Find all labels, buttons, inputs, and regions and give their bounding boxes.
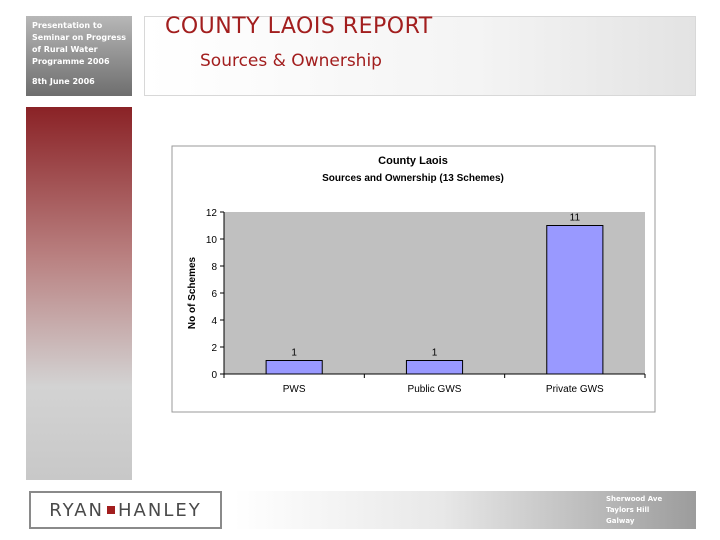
data-label: 1: [432, 348, 438, 359]
address-line: Galway: [606, 517, 635, 525]
chart-title: County Laois: [378, 155, 448, 167]
report-subtitle: Sources & Ownership: [200, 51, 382, 71]
company-address: Sherwood House Sherwood Ave Taylors Hill…: [606, 483, 672, 527]
title-banner: [144, 16, 696, 96]
presentation-line: Presentation to: [32, 21, 103, 30]
x-tick-label: PWS: [283, 384, 306, 395]
presentation-line: of Rural Water: [32, 45, 98, 54]
y-tick-label: 10: [206, 235, 218, 246]
y-axis-label: No of Schemes: [187, 256, 198, 329]
y-tick-label: 12: [206, 208, 218, 219]
address-line: Sherwood House: [606, 484, 673, 492]
address-line: Taylors Hill: [606, 506, 650, 514]
y-tick-label: 0: [211, 370, 217, 381]
bar: [405, 360, 464, 375]
logo-text-left: RYAN: [49, 499, 104, 521]
y-tick-label: 6: [211, 289, 217, 300]
y-tick-label: 8: [211, 262, 217, 273]
bar: [546, 225, 604, 375]
chart-subtitle: Sources and Ownership (13 Schemes): [322, 173, 504, 184]
company-logo: RYAN HANLEY: [29, 491, 222, 529]
decorative-side-bar: [26, 107, 132, 480]
presentation-line: Seminar on Progress: [32, 33, 126, 42]
x-tick-label: Private GWS: [546, 384, 604, 395]
report-title: COUNTY LAOIS REPORT: [165, 14, 433, 39]
bar: [265, 360, 323, 375]
y-tick-label: 2: [211, 343, 217, 354]
data-label: 1: [291, 348, 297, 359]
presentation-info: Presentation to Seminar on Progress of R…: [26, 16, 132, 96]
x-tick-label: Public GWS: [408, 384, 462, 395]
logo-text-right: HANLEY: [118, 499, 202, 521]
logo-square-icon: [107, 506, 115, 514]
presentation-line: Programme 2006: [32, 57, 110, 66]
footer-bar: [234, 491, 696, 529]
y-tick-label: 4: [211, 316, 217, 327]
data-label: 11: [570, 213, 581, 224]
address-line: Sherwood Ave: [606, 495, 663, 503]
presentation-date: 8th June 2006: [32, 77, 95, 86]
